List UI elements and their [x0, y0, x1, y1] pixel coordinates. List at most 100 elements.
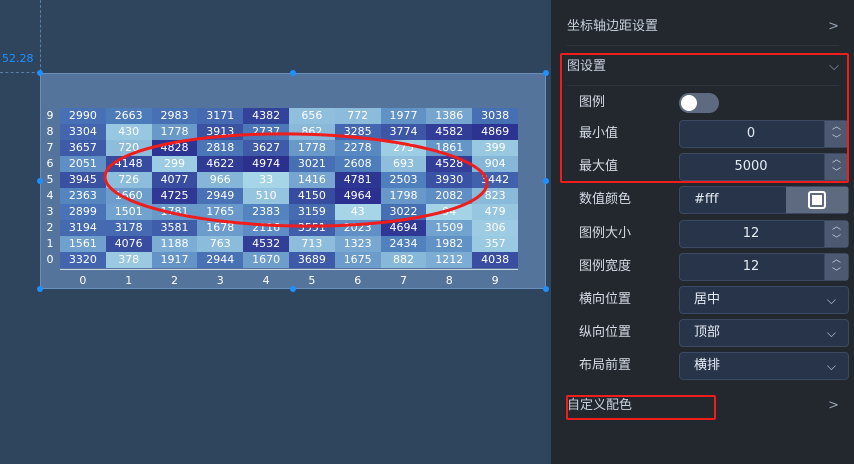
increment-icon[interactable]: ︿ — [831, 122, 841, 132]
heatmap-cell: 2983 — [151, 108, 198, 124]
highlight-box — [560, 53, 849, 183]
layout-select[interactable]: 横排 ⌵ — [679, 352, 849, 380]
h-pos-select[interactable]: 居中 ⌵ — [679, 286, 849, 314]
heatmap-cell: 4582 — [426, 124, 473, 140]
heatmap-cell: 510 — [243, 188, 289, 204]
legend-width-input[interactable]: 12 ︿ ﹀ — [679, 253, 849, 281]
heatmap-cell: 2082 — [426, 188, 473, 204]
resize-handle[interactable] — [37, 70, 43, 76]
chevron-down-icon: ⌵ — [826, 326, 836, 340]
chevron-down-icon: ⌵ — [826, 359, 836, 373]
heatmap-cell: 3171 — [197, 108, 244, 124]
heatmap-cell: 3304 — [60, 124, 106, 140]
min-input[interactable]: 0 ︿ ﹀ — [679, 120, 849, 148]
heatmap-cell: 3551 — [289, 220, 335, 236]
x-tick-label: 4 — [262, 274, 270, 287]
heatmap-cell: 2503 — [380, 172, 427, 188]
heatmap-cell: 4974 — [243, 156, 289, 172]
color-picker-button[interactable] — [786, 187, 848, 213]
v-pos-select[interactable]: 顶部 ⌵ — [679, 319, 849, 347]
x-tick-label: 8 — [445, 274, 453, 287]
heatmap-cell: 2383 — [243, 204, 289, 220]
value-color-row: 数值颜色 #fff — [579, 186, 849, 214]
chevron-down-icon: ⌵ — [826, 293, 836, 307]
coordinate-readout: 52.28 — [2, 52, 34, 65]
heatmap-cell: 4038 — [472, 252, 518, 268]
heatmap-cell: 3689 — [289, 252, 335, 268]
resize-handle[interactable] — [543, 286, 549, 292]
value-color-label: 数值颜色 — [579, 192, 632, 207]
heatmap-cell: 2278 — [334, 140, 381, 156]
legend-row: 图例 — [579, 89, 849, 117]
heatmap-cell: 4964 — [334, 188, 381, 204]
max-input[interactable]: 5000 ︿ ﹀ — [679, 153, 849, 181]
heatmap-cell: 3320 — [60, 252, 106, 268]
decrement-icon[interactable]: ﹀ — [831, 235, 841, 245]
resize-handle[interactable] — [290, 286, 296, 292]
resize-handle[interactable] — [37, 178, 43, 184]
stepper: ︿ ﹀ — [824, 154, 848, 180]
increment-icon[interactable]: ︿ — [831, 222, 841, 232]
legend-size-input[interactable]: 12 ︿ ﹀ — [679, 220, 849, 248]
resize-handle[interactable] — [543, 70, 549, 76]
stepper: ︿ ﹀ — [824, 221, 848, 247]
heatmap-cell: 1675 — [334, 252, 381, 268]
section-chart-settings[interactable]: 图设置 ⌵ — [567, 48, 839, 86]
section-axis-margin[interactable]: 坐标轴边距设置 > — [567, 8, 839, 46]
heatmap-cell: 1509 — [426, 220, 473, 236]
heatmap-cell: 3627 — [243, 140, 289, 156]
legend-size-row: 图例大小 12 ︿ ﹀ — [579, 220, 849, 248]
y-tick-label: 0 — [46, 253, 54, 266]
increment-icon[interactable]: ︿ — [831, 155, 841, 165]
legend-size-label: 图例大小 — [579, 226, 632, 241]
design-canvas[interactable]: 52.28 9 2990 2663 2983 3171 4382 656 772 1977 138… — [0, 0, 551, 464]
resize-handle[interactable] — [290, 70, 296, 76]
x-tick-label: 7 — [399, 274, 407, 287]
increment-icon[interactable]: ︿ — [831, 255, 841, 265]
heatmap-cell: 726 — [105, 172, 152, 188]
x-tick-label: 2 — [170, 274, 178, 287]
legend-label: 图例 — [579, 95, 606, 110]
decrement-icon[interactable]: ﹀ — [831, 268, 841, 278]
h-pos-row: 横向位置 居中 ⌵ — [579, 286, 849, 314]
layout-value: 横排 — [694, 358, 721, 373]
x-tick-label: 0 — [79, 274, 87, 287]
heatmap-cell: 713 — [289, 236, 335, 252]
heatmap-cell: 1323 — [334, 236, 381, 252]
x-tick-label: 6 — [354, 274, 362, 287]
heatmap-cell: 1386 — [426, 108, 473, 124]
legend-size-value: 12 — [742, 226, 760, 241]
heatmap-cell: 1977 — [380, 108, 427, 124]
decrement-icon[interactable]: ﹀ — [831, 168, 841, 178]
heatmap-cell: 2363 — [60, 188, 106, 204]
decrement-icon[interactable]: ﹀ — [831, 135, 841, 145]
section-custom-colors[interactable]: 自定义配色 > — [567, 387, 839, 425]
heatmap-cell: 3022 — [380, 204, 427, 220]
section-label: 图设置 — [567, 59, 607, 74]
layout-label: 布局前置 — [579, 358, 632, 373]
heatmap-cell: 2949 — [197, 188, 244, 204]
heatmap-cell: 656 — [289, 108, 335, 124]
heatmap-cell: 4694 — [380, 220, 427, 236]
resize-handle[interactable] — [543, 178, 549, 184]
stepper: ︿ ﹀ — [824, 254, 848, 280]
y-tick-label: 8 — [46, 125, 54, 138]
heatmap-cell: 3774 — [380, 124, 427, 140]
highlight-ellipse — [103, 132, 489, 228]
value-color-input[interactable]: #fff — [679, 186, 849, 214]
heatmap-cell: 2608 — [334, 156, 381, 172]
legend-width-label: 图例宽度 — [579, 259, 632, 274]
heatmap-cell: 1670 — [243, 252, 289, 268]
legend-toggle[interactable] — [679, 93, 719, 113]
heatmap-cell: 1212 — [426, 252, 473, 268]
heatmap-cell: 3159 — [289, 204, 335, 220]
resize-handle[interactable] — [37, 286, 43, 292]
heatmap-cell: 763 — [197, 236, 244, 252]
y-tick-label: 9 — [46, 109, 54, 122]
heatmap-chart[interactable]: 9 2990 2663 2983 3171 4382 656 772 1977 1386 3038 8… — [40, 73, 546, 289]
heatmap-cell: 3038 — [472, 108, 518, 124]
max-label: 最大值 — [579, 159, 619, 174]
min-row: 最小值 0 ︿ ﹀ — [579, 120, 849, 148]
heatmap-cell: 430 — [105, 124, 152, 140]
y-tick-label: 2 — [46, 221, 54, 234]
